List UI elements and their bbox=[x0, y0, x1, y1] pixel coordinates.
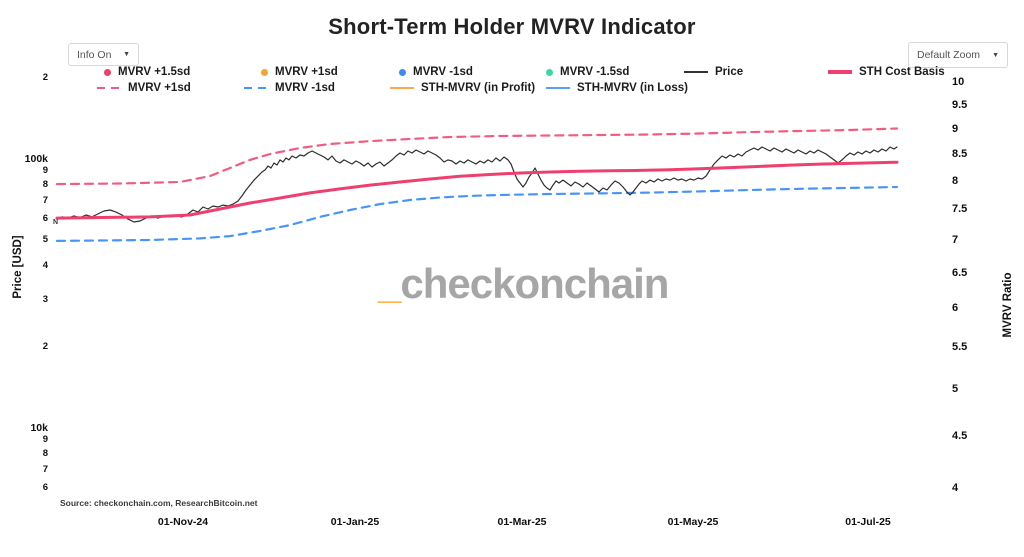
info-toggle-dropdown[interactable]: Info On ▼ bbox=[68, 43, 139, 66]
legend-item-label: MVRV -1sd bbox=[413, 66, 473, 78]
left-axis-tick: 9 bbox=[42, 434, 48, 446]
left-axis-tick: 8 bbox=[42, 179, 48, 191]
legend-item-mvrv-1-5sd[interactable]: MVRV +1.5sd bbox=[104, 66, 190, 78]
info-toggle-label: Info On bbox=[77, 48, 112, 61]
legend-item-label: STH-MVRV (in Profit) bbox=[421, 82, 536, 94]
left-axis-tick: 3 bbox=[42, 293, 48, 305]
left-axis-tick: 4 bbox=[42, 260, 48, 272]
legend-item-label: MVRV +1sd bbox=[275, 66, 338, 78]
right-axis-tick: 5.5 bbox=[952, 340, 968, 353]
series-price bbox=[56, 146, 898, 223]
left-axis-tick: 2 bbox=[42, 341, 48, 353]
x-axis-tick: 01-Jul-25 bbox=[845, 516, 891, 528]
x-axis-tick: 01-May-25 bbox=[667, 516, 719, 528]
price-start-annotation: N bbox=[53, 219, 58, 226]
legend-item-label: MVRV -1sd bbox=[275, 82, 335, 94]
legend-item-mvrv-1sd[interactable]: MVRV +1sd bbox=[261, 66, 338, 78]
left-axis-tick: 6 bbox=[42, 212, 48, 224]
legend-item-mvrv-1-5sd[interactable]: MVRV -1.5sd bbox=[546, 66, 629, 78]
legend-item-label: STH-MVRV (in Loss) bbox=[577, 82, 688, 94]
right-axis-tick: 9 bbox=[952, 122, 959, 135]
legend-line-icon bbox=[244, 86, 268, 90]
right-axis-tick: 8.5 bbox=[952, 147, 968, 160]
legend-item-label: MVRV +1.5sd bbox=[118, 66, 191, 78]
legend-line-icon bbox=[390, 86, 414, 90]
series-mvrv-1sd bbox=[55, 127, 899, 186]
legend-dot-icon bbox=[546, 68, 553, 76]
legend-item-sth-cost-basis[interactable]: STH Cost Basis bbox=[828, 66, 945, 78]
legend-line-icon bbox=[546, 86, 570, 90]
left-axis-tick: 9 bbox=[42, 165, 48, 177]
caret-down-icon: ▼ bbox=[123, 51, 130, 58]
right-axis-tick: 4.5 bbox=[952, 429, 968, 442]
x-axis-tick: 01-Jan-25 bbox=[330, 516, 380, 528]
right-axis-tick: 10 bbox=[952, 76, 965, 88]
left-axis-tick: 10k bbox=[30, 422, 48, 434]
left-axis-tick: 7 bbox=[42, 194, 48, 206]
left-axis-tick: 7 bbox=[42, 463, 48, 475]
legend-item-mvrv-1sd[interactable]: MVRV -1sd bbox=[244, 82, 335, 94]
legend-dot-icon bbox=[399, 68, 406, 76]
right-axis-tick: 7 bbox=[952, 234, 959, 246]
legend-item-label: Price bbox=[715, 66, 744, 78]
right-axis-tick: 9.5 bbox=[952, 98, 968, 111]
legend-line-icon bbox=[828, 70, 852, 74]
right-axis-tick: 4 bbox=[952, 481, 959, 494]
legend-dot-icon bbox=[261, 68, 268, 76]
left-axis-tick: 8 bbox=[42, 448, 48, 460]
left-axis-tick: 2 bbox=[42, 72, 48, 84]
legend-item-mvrv-1sd[interactable]: MVRV +1sd bbox=[97, 82, 191, 94]
legend-item-mvrv-1sd[interactable]: MVRV -1sd bbox=[399, 66, 473, 78]
legend-line-icon bbox=[684, 70, 708, 74]
legend-line-icon bbox=[97, 86, 121, 90]
legend-item-price[interactable]: Price bbox=[684, 66, 743, 78]
series-sth-cost-basis bbox=[55, 160, 899, 220]
x-axis-tick: 01-Nov-24 bbox=[157, 516, 209, 528]
legend-item-label: MVRV +1sd bbox=[128, 82, 191, 94]
left-axis-tick: 5 bbox=[42, 233, 48, 245]
legend-item-label: MVRV -1.5sd bbox=[560, 66, 630, 78]
right-axis-tick: 6 bbox=[952, 302, 959, 315]
source-credit: Source: checkonchain.com, ResearchBitcoi… bbox=[60, 498, 258, 508]
legend-dot-icon bbox=[104, 68, 111, 76]
series-mvrv-1sd bbox=[55, 185, 899, 242]
x-axis-tick: 01-Mar-25 bbox=[497, 516, 547, 528]
right-axis-tick: 6.5 bbox=[952, 266, 968, 279]
right-axis-tick: 8 bbox=[952, 174, 959, 187]
default-zoom-label: Default Zoom bbox=[917, 49, 981, 61]
right-axis-tick: 5 bbox=[952, 383, 959, 396]
default-zoom-dropdown[interactable]: Default Zoom ▼ bbox=[908, 42, 1008, 68]
legend-item-label: STH Cost Basis bbox=[859, 66, 945, 78]
legend-item-sth-mvrv-in-loss-[interactable]: STH-MVRV (in Loss) bbox=[546, 82, 688, 94]
chart-title: Short-Term Holder MVRV Indicator bbox=[328, 14, 696, 39]
legend-item-sth-mvrv-in-profit-[interactable]: STH-MVRV (in Profit) bbox=[390, 82, 535, 94]
left-axis-tick: 6 bbox=[42, 481, 48, 493]
caret-down-icon: ▼ bbox=[992, 51, 999, 59]
right-axis-tick: 7.5 bbox=[952, 203, 968, 216]
left-axis-tick: 100k bbox=[24, 153, 48, 165]
